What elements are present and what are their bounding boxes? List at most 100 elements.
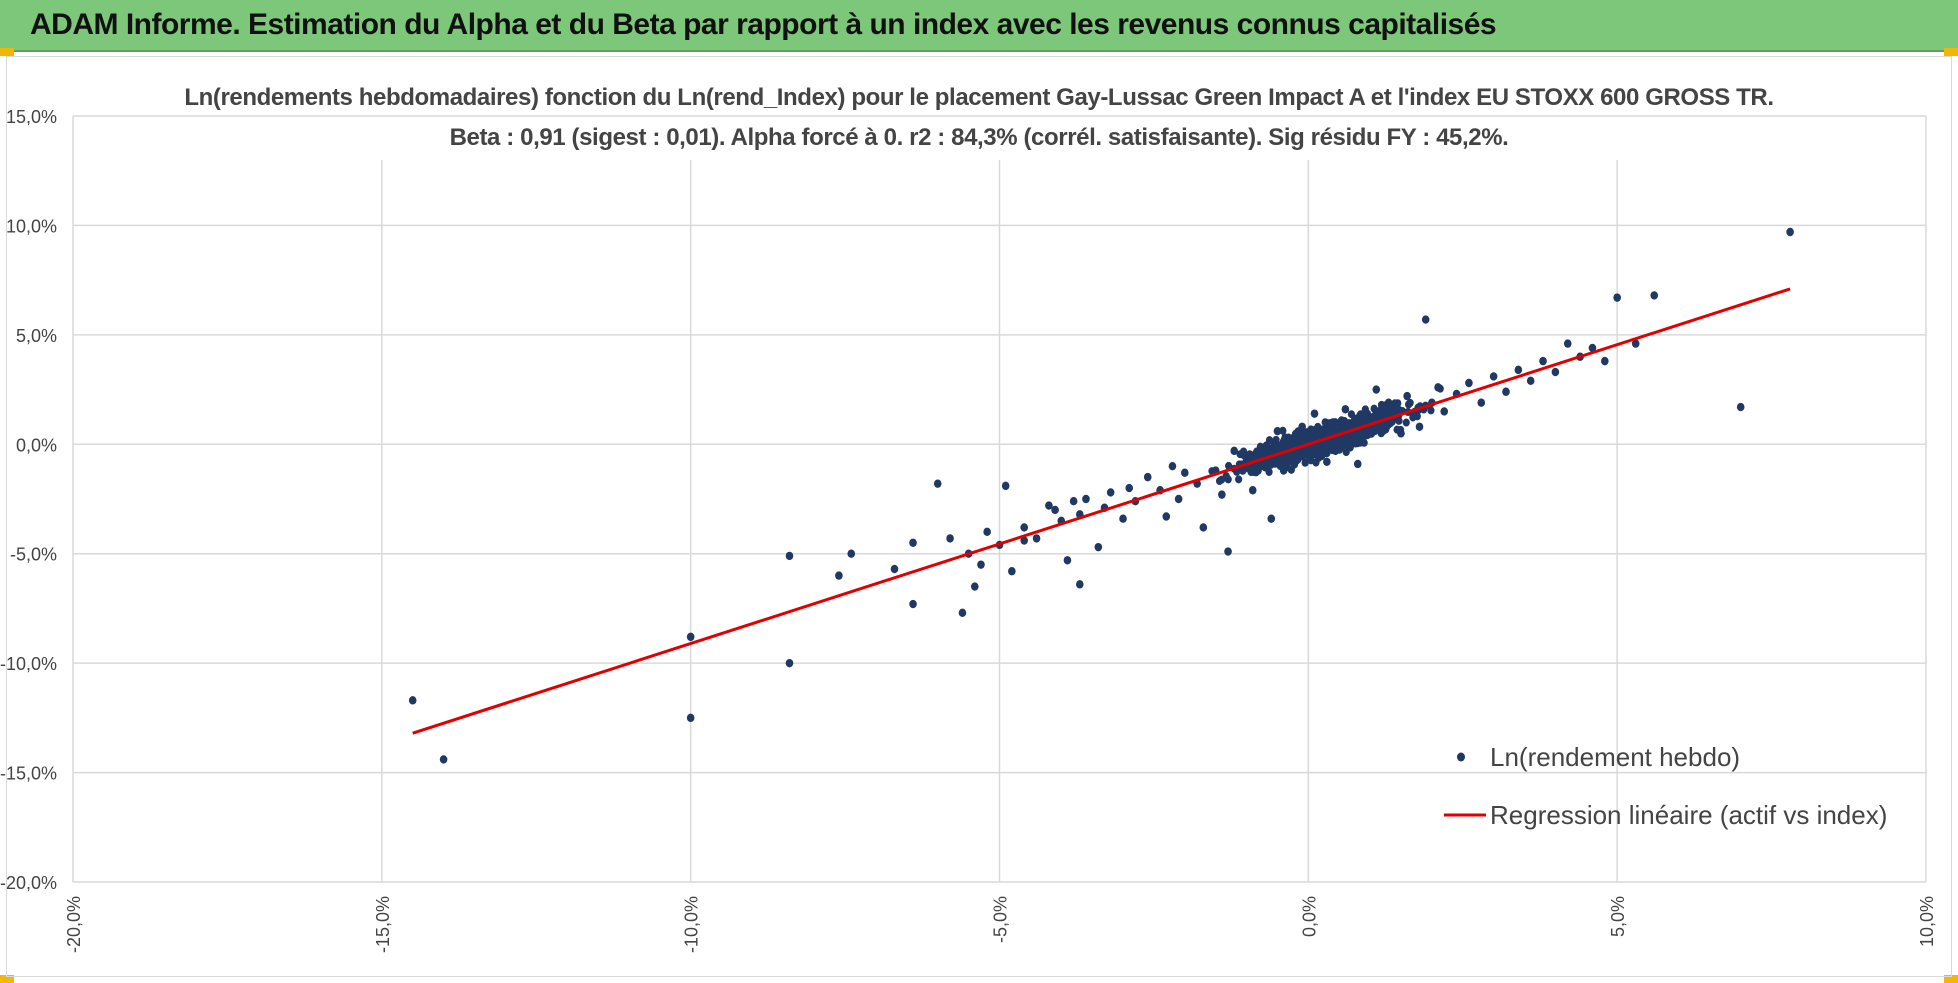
x-tick-label: -5,0% [991,896,1011,943]
scatter-point [439,755,448,764]
scatter-point [1224,547,1232,556]
scatter-point [977,560,985,569]
scatter-point [1051,505,1059,515]
scatter-point [1230,446,1239,456]
scatter-point [1308,426,1316,435]
y-tick-label: -10,0% [0,654,57,674]
scatter-point [1323,457,1331,466]
scatter-point [1370,412,1378,421]
corner-accent-bottom-left [0,975,14,983]
scatter-point [1235,475,1243,484]
scatter-point [1347,410,1356,419]
x-tick-label: -15,0% [373,896,393,953]
scatter-point [1382,425,1390,434]
scatter-point [1514,365,1523,375]
scatter-point [1563,339,1572,348]
scatter-point [1631,339,1640,348]
scatter-point [1075,580,1084,589]
scatter-point [1388,417,1396,426]
scatter-point [1316,428,1325,437]
scatter-point [1502,387,1510,396]
scatter-point [1168,461,1177,471]
scatter-point [1045,501,1053,510]
scatter-point [1008,567,1016,576]
scatter-point [1551,367,1560,377]
scatter-point [1361,405,1369,414]
scatter-point [1199,523,1208,532]
scatter-point [1307,447,1316,456]
scatter-point [1588,343,1597,353]
scatter-point [1477,398,1486,407]
scatter-point [1239,450,1247,459]
scatter-point [847,549,856,558]
scatter-point [1267,514,1276,523]
scatter-point [1427,406,1435,415]
scatter-point [1287,465,1295,474]
scatter-point [1082,494,1090,504]
scatter-point [1256,442,1264,451]
corner-accent-left [0,48,14,56]
scatter-point [1341,435,1349,444]
scatter-point [1465,378,1473,388]
scatter-point [1106,488,1115,497]
scatter-point [1341,405,1350,414]
scatter-point [1361,416,1369,425]
y-tick-label: 5,0% [16,326,57,346]
scatter-point [1279,437,1287,446]
report-banner: ADAM Informe. Estimation du Alpha et du … [0,0,1958,52]
scatter-point [1233,467,1241,476]
scatter-point [933,479,942,488]
scatter-point [1786,227,1794,237]
legend-label-points: Ln(rendement hebdo) [1490,742,1740,772]
scatter-point [1391,399,1399,408]
scatter-point [1613,293,1621,302]
scatter-point [408,696,417,705]
scatter-point [1001,481,1010,491]
scatter-point [1265,436,1274,445]
scatter-point [1248,486,1257,495]
scatter-point [1393,425,1401,434]
scatter-point [1273,426,1282,436]
scatter-point [1324,425,1333,434]
scatter-point [785,658,794,668]
scatter-point [1526,376,1535,386]
scatter-point [1174,494,1183,504]
y-tick-label: 10,0% [6,216,57,236]
scatter-point [1032,534,1041,543]
scatter-point [1539,356,1547,366]
scatter-point [1421,315,1430,324]
scatter-point [1020,523,1029,532]
scatter-point [686,632,695,642]
scatter-point [1297,432,1305,441]
scatter-point [1252,449,1260,458]
scatter-point [1265,467,1273,476]
scatter-point [1378,409,1386,418]
scatter-point [1162,512,1171,521]
scatter-point [890,564,899,574]
scatter-point [1372,385,1381,394]
scatter-point [1063,556,1072,565]
scatter-point [1736,402,1745,412]
scatter-point [1119,514,1127,523]
scatter-point [1307,456,1315,465]
x-tick-label: 0,0% [1299,896,1319,937]
x-tick-label: 5,0% [1608,896,1628,937]
scatter-point [983,527,991,537]
scatter-point [1272,435,1280,444]
x-tick-label: 10,0% [1917,896,1937,947]
scatter-point [1402,418,1410,427]
scatter-point [1403,391,1411,401]
scatter-point [1218,475,1226,484]
scatter-point [686,713,695,723]
scatter-point [958,608,967,618]
scatter-point [1489,372,1498,381]
legend-label-line: Regression linéaire (actif vs index) [1490,800,1887,830]
scatter-point [909,599,917,609]
scatter-point [1020,536,1029,545]
scatter-point [1271,459,1279,468]
scatter-point [1069,496,1078,506]
scatter-point [970,582,979,591]
scatter-point [1245,464,1253,473]
scatter-point [1303,435,1311,444]
